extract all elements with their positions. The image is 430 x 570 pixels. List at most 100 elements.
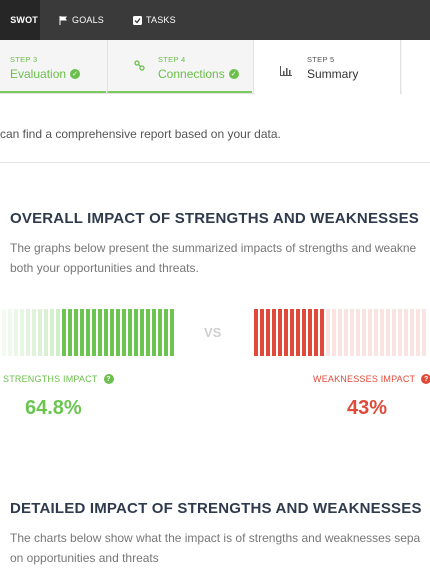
step-next-tab[interactable]: [402, 40, 430, 94]
strengths-impact-label-text: STRENGTHS IMPACT: [3, 374, 98, 384]
question-icon[interactable]: ?: [103, 374, 114, 384]
impact-bar-segment: [80, 309, 84, 356]
impact-bar-segment: [374, 309, 378, 356]
question-icon[interactable]: ?: [421, 374, 430, 384]
impact-bar-segment: [392, 309, 396, 356]
impact-bar-segment: [164, 309, 168, 356]
impact-bar-segment: [170, 309, 174, 356]
weaknesses-impact-value: 43%: [347, 397, 388, 419]
impact-bar-segment: [92, 309, 96, 356]
vs-label: VS: [204, 325, 222, 340]
impact-bar-segment: [44, 309, 48, 356]
impact-bar-segment: [158, 309, 162, 356]
impact-bar-segment: [8, 309, 12, 356]
impact-bar-segment: [362, 309, 366, 356]
bar-chart-icon: [280, 63, 292, 76]
impact-bar-segment: [32, 309, 36, 356]
intro-text: can find a comprehensive report based on…: [0, 127, 281, 141]
impact-bar-segment: [98, 309, 102, 356]
impact-bar-segment: [62, 309, 66, 356]
weaknesses-impact-label: WEAKNESSES IMPACT ?: [313, 374, 430, 384]
impact-bar-segment: [260, 309, 264, 356]
impact-bar-segment: [356, 309, 360, 356]
impact-bar-segment: [110, 309, 114, 356]
step-evaluation[interactable]: STEP 3 Evaluation ✓: [0, 40, 106, 93]
impact-bar-segment: [404, 309, 408, 356]
step-bar: STEP 3 Evaluation ✓ STEP 4 Connections ✓…: [0, 40, 430, 94]
step-label: Evaluation ✓: [10, 67, 81, 81]
step-label-text: Evaluation: [10, 67, 67, 81]
top-nav: SWOT GOALS TASKS: [0, 0, 430, 40]
strengths-impact-value: 64.8%: [25, 397, 82, 419]
step-summary[interactable]: STEP 5 Summary: [253, 40, 401, 94]
step-connections[interactable]: STEP 4 Connections ✓: [107, 40, 252, 93]
weaknesses-impact-label-text: WEAKNESSES IMPACT: [313, 374, 416, 384]
detailed-impact-desc-2: on opportunities and threats: [10, 551, 159, 565]
impact-bar-segment: [308, 309, 312, 356]
impact-bar-segment: [20, 309, 24, 356]
impact-bar-segment: [74, 309, 78, 356]
impact-bar-segment: [320, 309, 324, 356]
impact-bar-segment: [272, 309, 276, 356]
impact-bar-segment: [50, 309, 54, 356]
strengths-impact-bars: [2, 309, 174, 356]
impact-bar-segment: [350, 309, 354, 356]
step-label: Summary: [307, 67, 359, 81]
impact-bar-segment: [146, 309, 150, 356]
impact-bar-segment: [56, 309, 60, 356]
nav-tasks-label: TASKS: [146, 15, 176, 25]
impact-bar-segment: [122, 309, 126, 356]
impact-bar-segment: [368, 309, 372, 356]
impact-bar-segment: [104, 309, 108, 356]
impact-bar-segment: [284, 309, 288, 356]
impact-bar-segment: [344, 309, 348, 356]
step-number: STEP 3: [10, 55, 38, 64]
step-label: Connections ✓: [158, 67, 239, 81]
step-number: STEP 5: [307, 55, 335, 64]
impact-bar-segment: [14, 309, 18, 356]
step-label-text: Connections: [158, 67, 225, 81]
overall-impact-title: OVERALL IMPACT OF STRENGTHS AND WEAKNESS…: [10, 210, 419, 227]
link-icon: [134, 60, 145, 74]
nav-goals-label: GOALS: [72, 15, 105, 25]
impact-bar-segment: [266, 309, 270, 356]
flag-icon: [58, 15, 68, 25]
overall-impact-desc-2: both your opportunities and threats.: [10, 261, 199, 275]
impact-bar-segment: [128, 309, 132, 356]
check-icon: ✓: [70, 69, 81, 79]
impact-bar-segment: [314, 309, 318, 356]
impact-bar-segment: [38, 309, 42, 356]
overall-impact-desc-1: The graphs below present the summarized …: [10, 241, 417, 255]
strengths-impact-label: STRENGTHS IMPACT ?: [3, 374, 114, 384]
impact-bar-segment: [134, 309, 138, 356]
impact-bar-segment: [398, 309, 402, 356]
impact-bar-segment: [380, 309, 384, 356]
impact-bar-segment: [338, 309, 342, 356]
impact-bar-segment: [290, 309, 294, 356]
impact-bar-segment: [302, 309, 306, 356]
impact-bar-segment: [332, 309, 336, 356]
impact-bar-segment: [140, 309, 144, 356]
detailed-impact-desc-1: The charts below show what the impact is…: [10, 531, 421, 545]
impact-bar-segment: [296, 309, 300, 356]
divider: [0, 162, 430, 163]
impact-bar-segment: [254, 309, 258, 356]
impact-bar-segment: [422, 309, 426, 356]
step-number: STEP 4: [158, 55, 186, 64]
checkbox-icon: [132, 15, 142, 25]
check-icon: ✓: [228, 69, 239, 79]
impact-bar-segment: [2, 309, 6, 356]
impact-bar-segment: [410, 309, 414, 356]
nav-brand-label: SWOT: [10, 15, 38, 25]
weaknesses-impact-bars: [254, 309, 426, 356]
impact-bar-segment: [416, 309, 420, 356]
nav-tasks[interactable]: TASKS: [132, 0, 176, 40]
impact-bar-segment: [86, 309, 90, 356]
nav-brand-swot[interactable]: SWOT: [0, 0, 40, 40]
nav-goals[interactable]: GOALS: [58, 0, 104, 40]
detailed-impact-title: DETAILED IMPACT OF STRENGTHS AND WEAKNES…: [10, 500, 422, 517]
impact-bar-segment: [386, 309, 390, 356]
impact-bar-segment: [278, 309, 282, 356]
impact-bar-segment: [116, 309, 120, 356]
impact-bar-segment: [26, 309, 30, 356]
